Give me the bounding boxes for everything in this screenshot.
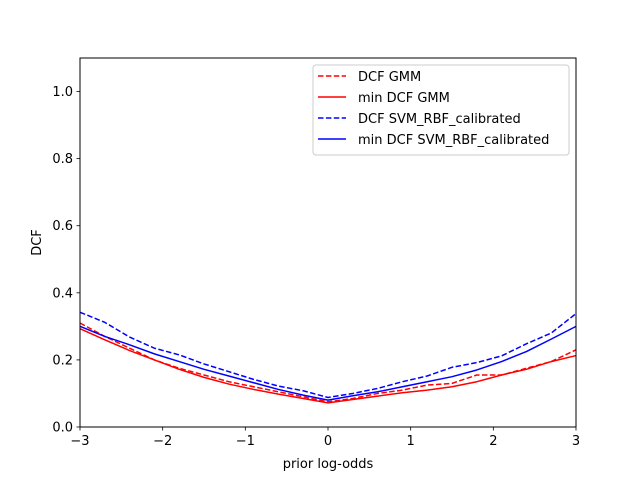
x-axis-label: prior log-odds bbox=[283, 457, 374, 472]
x-tick-label: 0 bbox=[324, 434, 332, 449]
x-axis-ticks: −3 −2 −1 0 1 2 3 bbox=[70, 427, 580, 449]
series-line-1 bbox=[79, 328, 577, 404]
y-tick-label: 0.8 bbox=[52, 152, 73, 167]
y-tick-label: 1.0 bbox=[52, 85, 73, 100]
x-tick-label: −2 bbox=[153, 434, 172, 449]
x-tick-label: 1 bbox=[407, 434, 415, 449]
legend-box bbox=[312, 64, 570, 156]
y-axis-ticks: 0.0 0.2 0.4 0.6 0.8 1.0 bbox=[52, 85, 80, 436]
series-line-2 bbox=[79, 311, 577, 399]
x-tick-label: 2 bbox=[489, 434, 497, 449]
series-layer bbox=[79, 311, 577, 404]
x-tick-label: 3 bbox=[572, 434, 580, 449]
y-axis-label: DCF bbox=[30, 229, 45, 256]
y-tick-label: 0.4 bbox=[52, 286, 73, 301]
y-tick-label: 0.0 bbox=[52, 421, 73, 436]
series-line-3 bbox=[79, 325, 577, 401]
y-tick-label: 0.6 bbox=[52, 219, 73, 234]
x-tick-label: −1 bbox=[236, 434, 255, 449]
legend-label-0: DCF GMM bbox=[358, 70, 421, 85]
legend-label-1: min DCF GMM bbox=[358, 91, 450, 106]
x-tick-label: −3 bbox=[70, 434, 89, 449]
legend: DCF GMM min DCF GMM DCF SVM_RBF_calibrated… bbox=[312, 64, 570, 156]
y-tick-label: 0.2 bbox=[52, 353, 73, 368]
legend-label-2: DCF SVM_RBF_calibrated bbox=[358, 112, 521, 127]
legend-label-3: min DCF SVM_RBF_calibrated bbox=[358, 133, 549, 148]
